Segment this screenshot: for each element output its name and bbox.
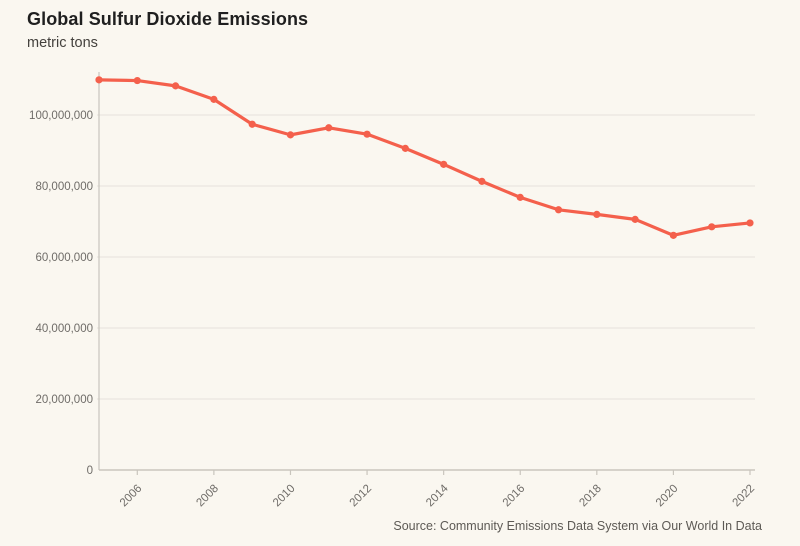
data-point	[516, 193, 524, 201]
data-point	[746, 219, 754, 227]
x-tick-label: 2022	[731, 483, 758, 510]
data-point	[708, 223, 716, 231]
x-tick-label: 2018	[577, 483, 604, 510]
data-point	[325, 124, 333, 132]
x-tick-label: 2012	[348, 483, 375, 510]
x-tick-label: 2016	[501, 483, 528, 510]
data-point	[631, 215, 639, 223]
x-tick-label: 2008	[194, 483, 221, 510]
y-tick-label: 100,000,000	[29, 110, 93, 122]
x-tick-label: 2006	[118, 483, 145, 510]
y-tick-label: 40,000,000	[35, 323, 93, 335]
emissions-data-line	[97, 78, 752, 237]
data-point	[478, 177, 486, 185]
data-point	[401, 144, 409, 152]
data-point	[669, 231, 678, 239]
x-tick-label: 2014	[424, 482, 451, 509]
data-point	[286, 131, 295, 139]
x-tick-label: 2010	[271, 483, 298, 510]
data-point	[171, 82, 180, 90]
source-text: Source: Community Emissions Data System …	[393, 519, 762, 533]
y-tick-label: 60,000,000	[35, 252, 93, 264]
x-tick-label: 2020	[654, 483, 681, 510]
chart-header: Global Sulfur Dioxide Emissions metric t…	[27, 8, 308, 53]
data-point	[593, 210, 601, 218]
data-point	[363, 130, 371, 138]
y-tick-label: 20,000,000	[35, 394, 93, 406]
chart-subtitle: metric tons	[27, 35, 98, 51]
data-point	[554, 206, 563, 214]
data-point	[210, 95, 218, 103]
y-tick-label: 80,000,000	[35, 181, 93, 193]
data-point	[95, 76, 103, 84]
y-tick-label: 0	[87, 465, 93, 477]
page-title: Global Sulfur Dioxide Emissions	[27, 9, 309, 29]
data-point	[440, 160, 448, 168]
data-point	[248, 120, 256, 128]
data-point	[133, 76, 141, 85]
